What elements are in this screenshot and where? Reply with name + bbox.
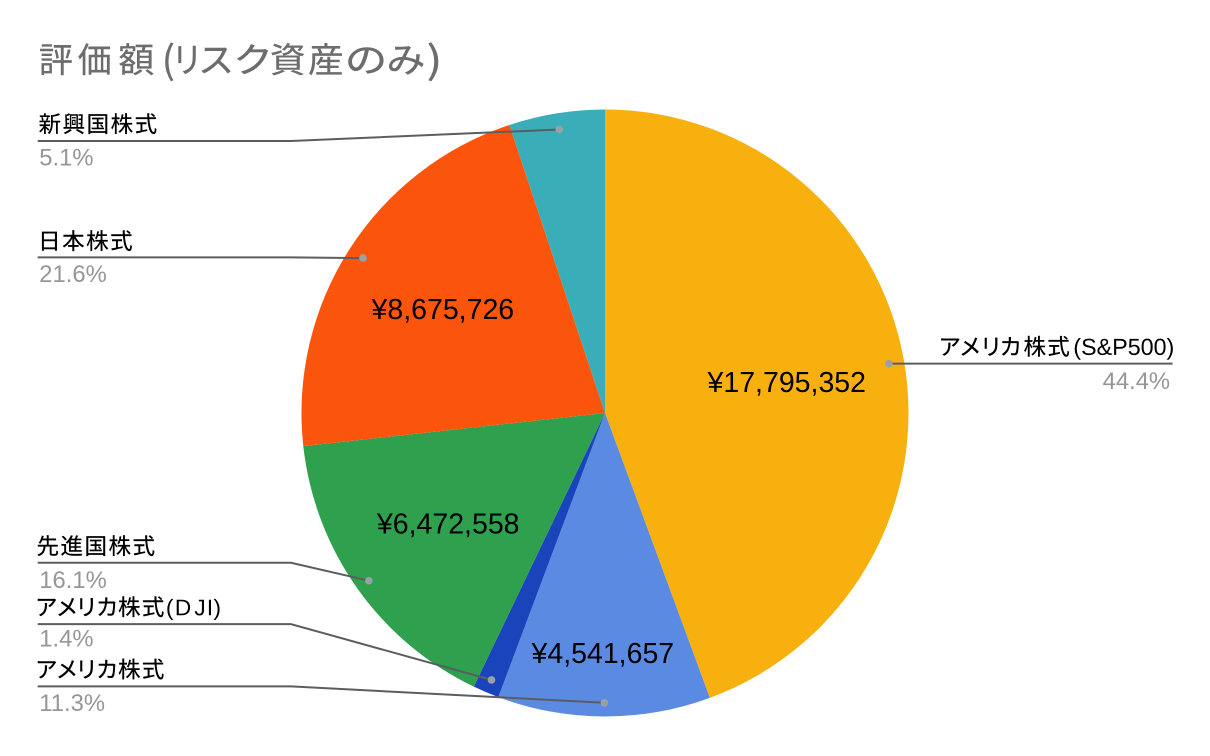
svg-text:16.1%: 16.1%: [39, 567, 106, 594]
svg-text:11.3%: 11.3%: [39, 690, 105, 717]
svg-text:¥4,541,657: ¥4,541,657: [531, 638, 675, 670]
svg-text:44.4%: 44.4%: [1103, 368, 1170, 395]
svg-text:1.4%: 1.4%: [39, 625, 93, 652]
svg-text:¥6,472,558: ¥6,472,558: [376, 508, 520, 540]
svg-text:¥17,795,352: ¥17,795,352: [707, 367, 867, 399]
svg-text:21.6%: 21.6%: [39, 261, 106, 288]
svg-text:5.1%: 5.1%: [39, 144, 93, 171]
svg-text:¥8,675,726: ¥8,675,726: [371, 294, 515, 326]
